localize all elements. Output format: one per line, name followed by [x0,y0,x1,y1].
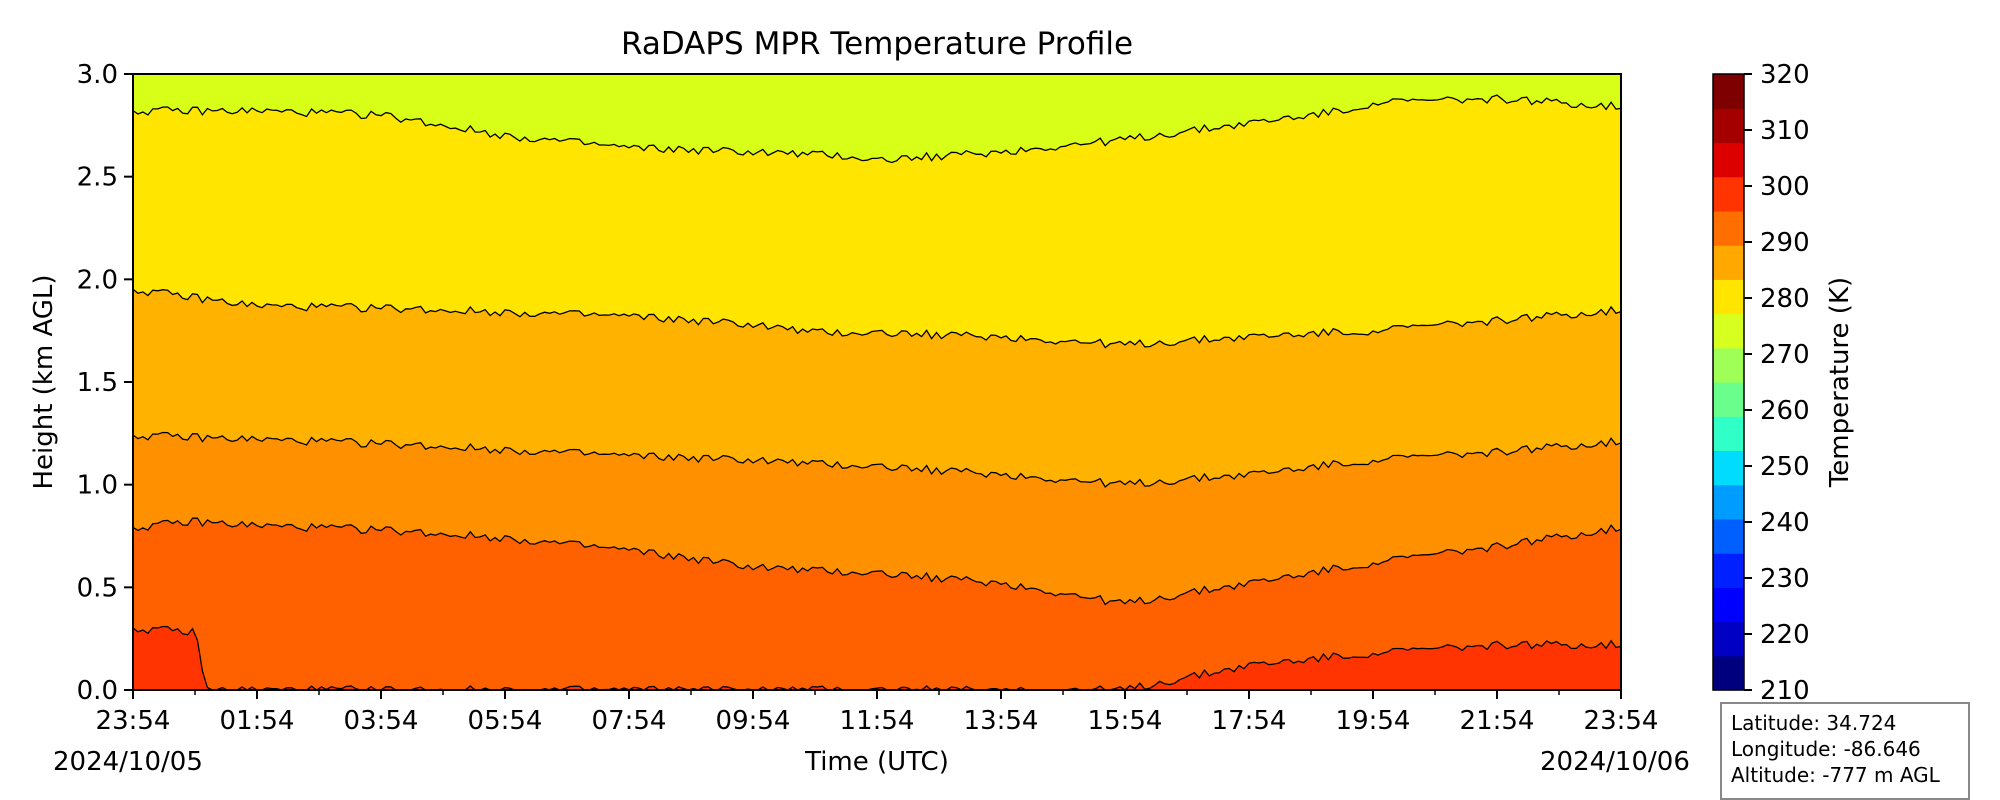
colorbar-tick-label: 210 [1760,676,1810,706]
colorbar-tick-label: 310 [1760,116,1810,146]
colorbar-swatch [1713,518,1744,554]
colorbar-tick-label: 260 [1760,396,1810,426]
colorbar-swatch [1713,210,1744,246]
colorbar-tick-label: 290 [1760,228,1810,258]
colorbar-tick-label: 250 [1760,452,1810,482]
x-tick-label: 23:54 [96,706,171,736]
x-tick-label: 13:54 [964,706,1039,736]
colorbar-tick-label: 220 [1760,620,1810,650]
colorbar-tick-label: 300 [1760,172,1810,202]
contour-fills [133,74,1621,690]
latitude-text: Latitude: 34.724 [1731,711,1897,735]
colorbar-swatch [1713,450,1744,486]
colorbar-swatch [1713,74,1744,109]
colorbar-frame [1712,73,1745,691]
colorbar-swatch [1713,655,1744,691]
x-tick-label: 07:54 [592,706,667,736]
x-axis: 23:54 01:54 03:54 05:54 07:54 09:54 11:54 13:54… [96,690,1659,736]
fill-band-4 [133,518,1621,690]
contour-lines [133,94,1621,690]
colorbar-swatch [1713,279,1744,315]
x-tick-label: 15:54 [1088,706,1163,736]
colorbar-tick-label: 230 [1760,564,1810,594]
colorbar-tick-label: 270 [1760,340,1810,370]
longitude-text: Longitude: -86.646 [1731,737,1921,761]
colorbar-swatch [1713,176,1744,212]
y-tick-label: 0.0 [77,676,118,706]
chart-title: RaDAPS MPR Temperature Profile [621,26,1133,62]
x-tick-label: 03:54 [344,706,419,736]
x-start-date: 2024/10/05 [53,747,203,777]
y-tick-label: 1.0 [77,471,118,501]
station-info-box: Latitude: 34.724 Longitude: -86.646 Alti… [1720,702,1970,800]
y-tick-label: 1.5 [77,368,118,398]
x-tick-label: 09:54 [716,706,791,736]
x-tick-label: 19:54 [1336,706,1411,736]
x-tick-label: 21:54 [1460,706,1535,736]
x-tick-label: 23:54 [1584,706,1659,736]
contour-line-1 [133,94,1621,164]
colorbar-swatch [1713,484,1744,520]
x-tick-label: 01:54 [220,706,295,736]
contour-line-5 [133,625,1621,690]
colorbar-swatch [1713,587,1744,623]
x-tick-label: 17:54 [1212,706,1287,736]
y-tick-label: 2.0 [77,265,118,295]
colorbar-tick-label: 280 [1760,284,1810,314]
colorbar-swatch [1713,416,1744,452]
colorbar-swatch [1713,553,1744,588]
y-tick-label: 2.5 [77,163,118,193]
colorbar: 320 310 300 290 280 270 260 250 240 230 220 210 [1712,60,1810,706]
colorbar-label: Temperature (K) [1825,277,1855,488]
x-tick-label: 05:54 [468,706,543,736]
colorbar-swatch [1713,142,1744,178]
contour-line-3 [133,431,1621,488]
colorbar-swatch [1713,108,1744,144]
colorbar-swatch [1713,245,1744,280]
colorbar-swatch [1713,382,1744,417]
y-tick-label: 0.5 [77,573,118,603]
colorbar-swatch [1713,313,1744,349]
contour-line-2 [133,288,1621,349]
colorbar-swatch [1713,621,1744,657]
y-axis: 0.0 0.5 1.0 1.5 2.0 2.5 3.0 [77,60,133,706]
x-tick-label: 11:54 [840,706,915,736]
colorbar-tick-label: 240 [1760,508,1810,538]
x-end-date: 2024/10/06 [1540,747,1690,777]
colorbar-tick-label: 320 [1760,60,1810,90]
contour-line-4 [133,517,1621,606]
fill-band-5 [133,626,1621,690]
altitude-text: Altitude: -777 m AGL [1731,763,1940,787]
x-axis-label: Time (UTC) [804,747,949,777]
y-axis-label: Height (km AGL) [29,274,59,489]
colorbar-swatch [1713,347,1744,383]
y-tick-label: 3.0 [77,60,118,90]
